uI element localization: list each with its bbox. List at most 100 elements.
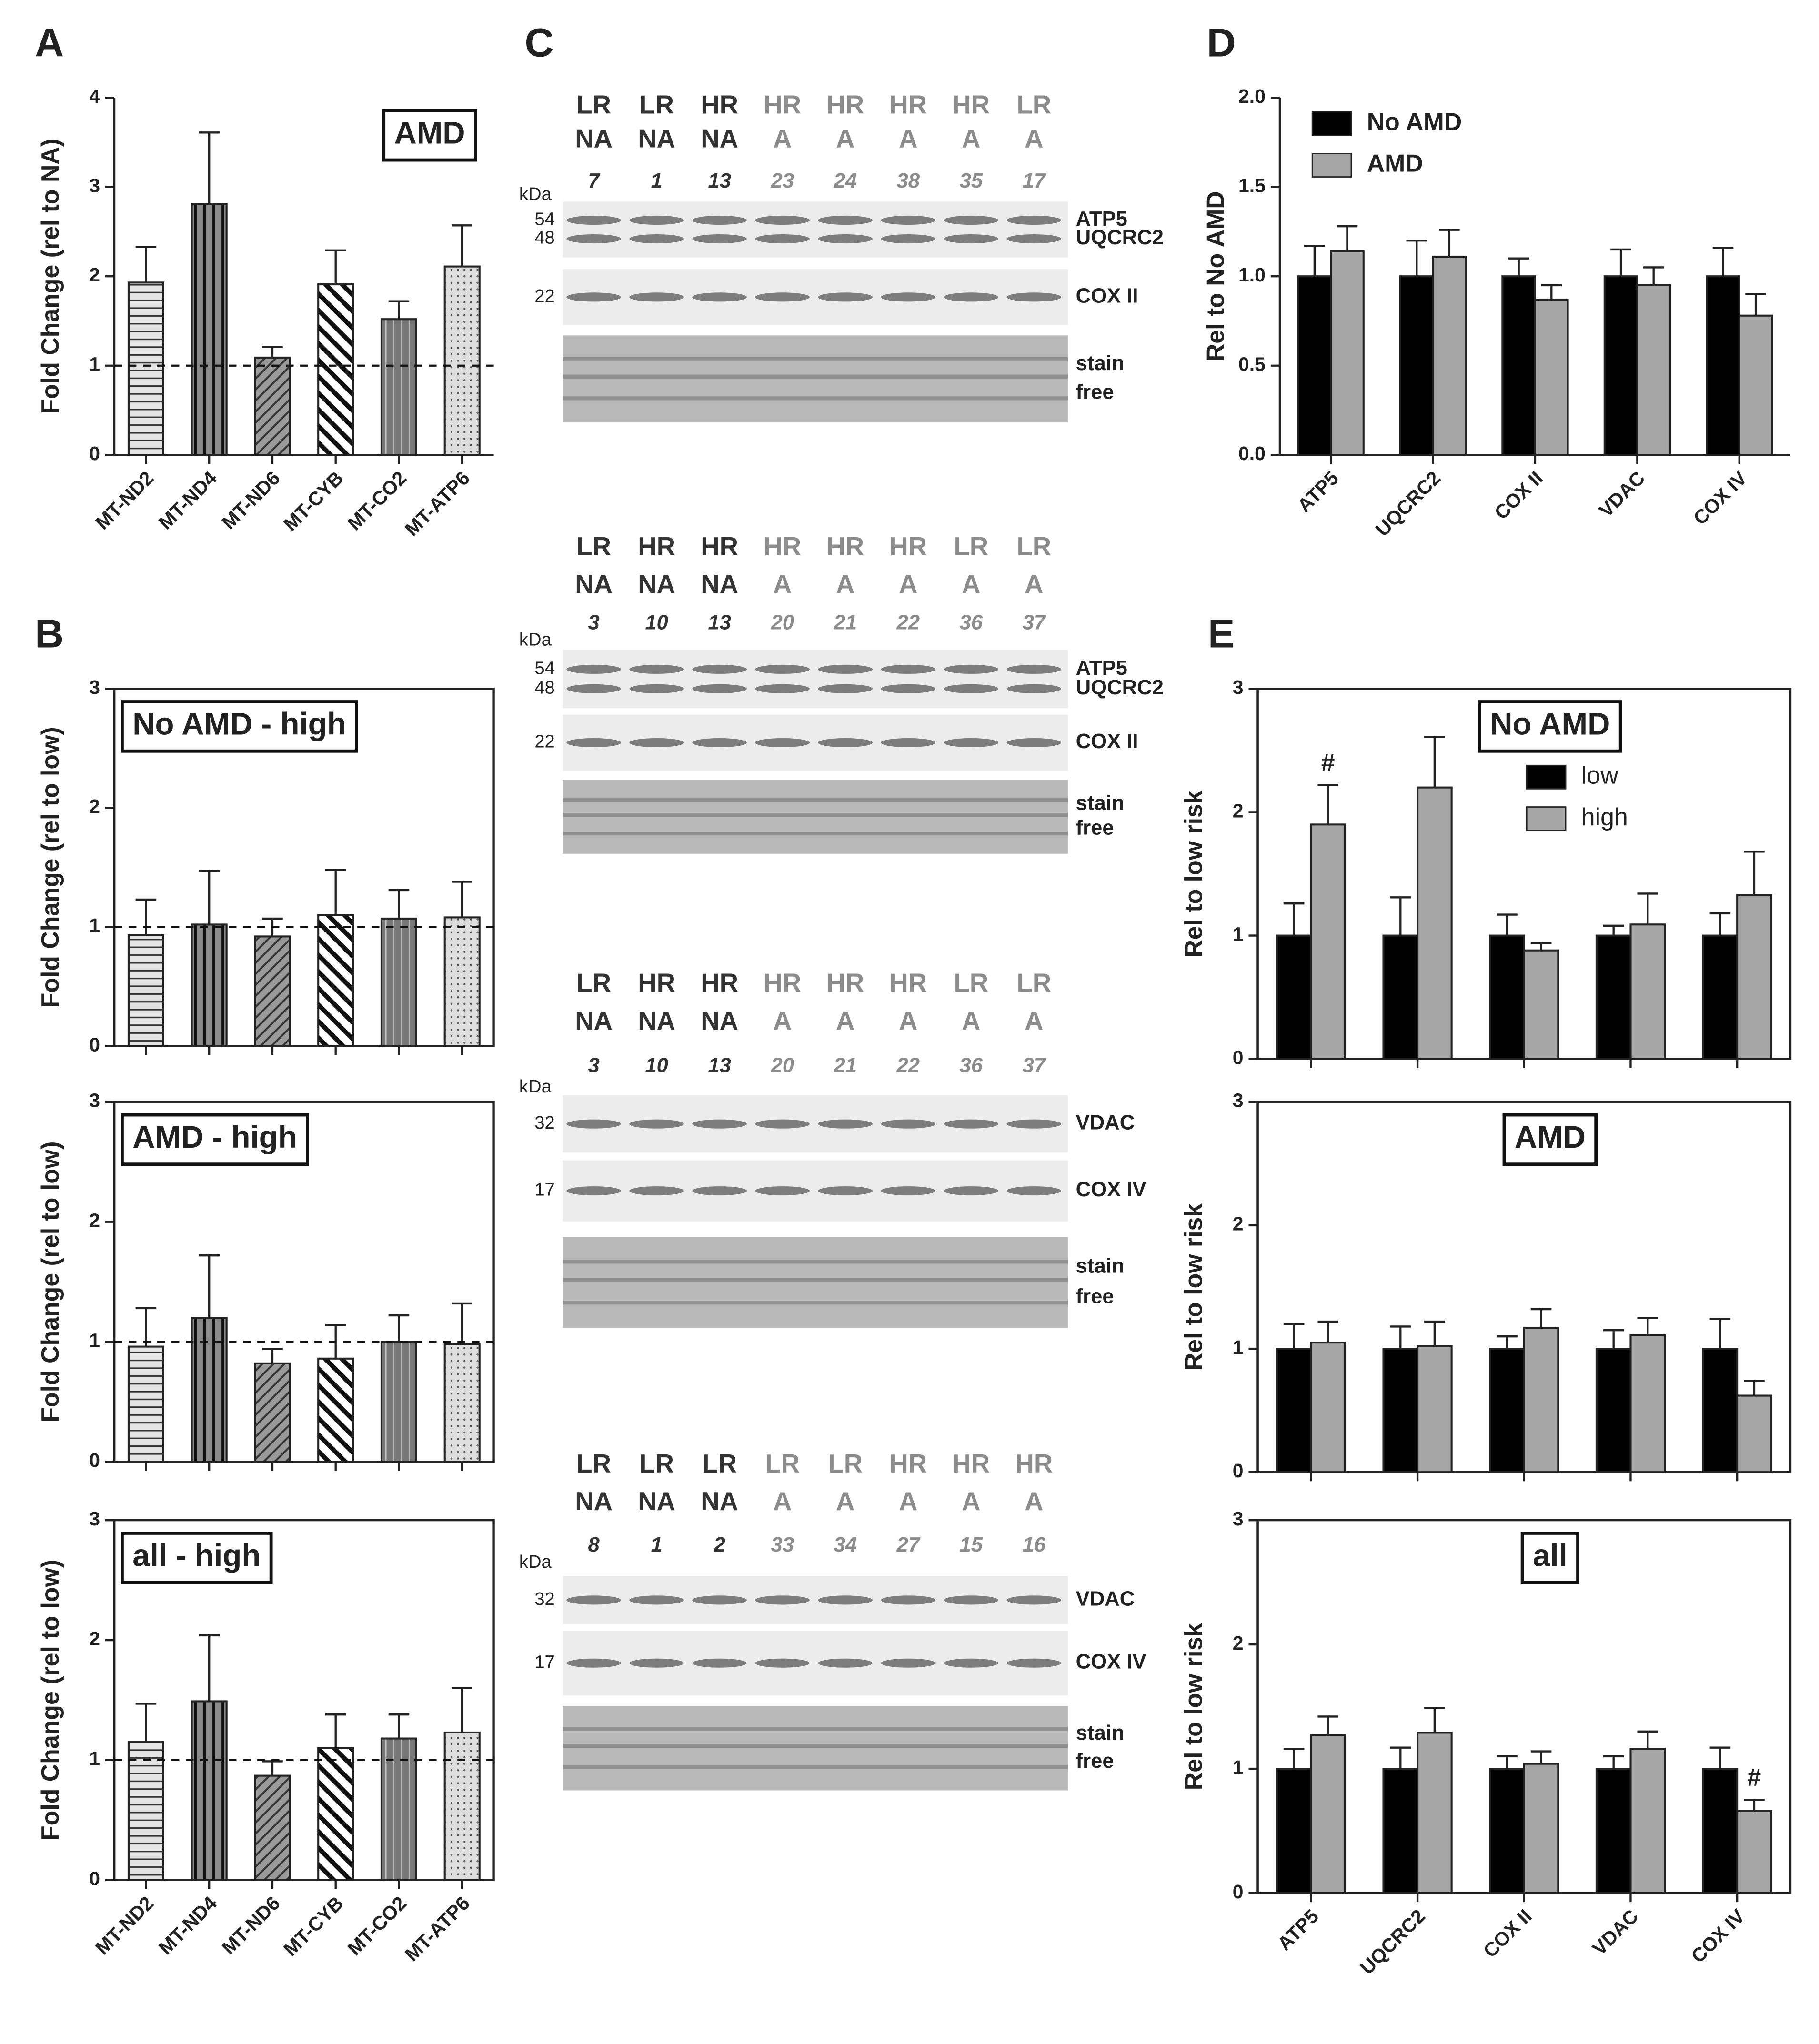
bar bbox=[1595, 934, 1632, 1060]
lane-id: 15 bbox=[960, 1533, 983, 1556]
band bbox=[818, 215, 873, 225]
bar bbox=[1330, 250, 1365, 456]
error-bar bbox=[135, 246, 157, 283]
bar bbox=[254, 1774, 291, 1881]
error-bar bbox=[1283, 1748, 1305, 1769]
x-tick-label: MT-ATP6 bbox=[401, 467, 474, 540]
error-bar bbox=[1744, 1380, 1765, 1396]
x-tick-label: ATP5 bbox=[1273, 1905, 1323, 1954]
lane-status: A bbox=[962, 570, 980, 599]
legend-swatch bbox=[1311, 153, 1352, 178]
error-bar bbox=[1709, 1746, 1731, 1769]
band bbox=[692, 1658, 747, 1668]
bar bbox=[1595, 1768, 1632, 1894]
stain-background bbox=[563, 335, 1068, 423]
lane-id: 7 bbox=[588, 169, 600, 192]
lane-id: 37 bbox=[1023, 1054, 1046, 1077]
error-bar bbox=[388, 1314, 410, 1342]
band bbox=[818, 1595, 873, 1605]
y-axis-label: Fold Change (rel to NA) bbox=[36, 139, 64, 414]
marker-label: 32 bbox=[534, 1589, 554, 1609]
lane-status: NA bbox=[701, 124, 738, 153]
y-tick-label: 0.5 bbox=[1238, 353, 1266, 375]
lane-id: 10 bbox=[645, 611, 668, 634]
title-box bbox=[121, 1113, 309, 1166]
lane-risk: HR bbox=[701, 532, 738, 561]
error-bar bbox=[325, 249, 346, 285]
error-bar bbox=[325, 869, 346, 915]
lane-id: 21 bbox=[833, 1054, 857, 1077]
error-bar bbox=[1424, 1707, 1445, 1733]
error-bar bbox=[1317, 1715, 1339, 1735]
bar bbox=[317, 283, 354, 456]
y-tick-label: 2 bbox=[89, 1628, 100, 1650]
bar bbox=[1595, 1348, 1632, 1473]
lane-status: NA bbox=[701, 1006, 738, 1035]
row-label: ATP5 bbox=[1076, 656, 1127, 680]
error-bar bbox=[1712, 247, 1734, 277]
stain-band bbox=[563, 832, 1068, 836]
y-tick-label: 1 bbox=[1233, 923, 1244, 945]
band bbox=[881, 1595, 936, 1605]
marker-label: 54 bbox=[534, 658, 554, 678]
title-box bbox=[1520, 1532, 1579, 1584]
bar bbox=[254, 1362, 291, 1463]
lane-risk: LR bbox=[702, 1449, 737, 1478]
title-box bbox=[121, 700, 358, 753]
bar bbox=[191, 1317, 228, 1463]
band bbox=[755, 234, 810, 244]
bar bbox=[380, 1341, 418, 1463]
band bbox=[692, 234, 747, 244]
lane-risk: HR bbox=[889, 969, 927, 998]
band bbox=[566, 738, 621, 748]
y-tick-label: 0 bbox=[89, 1449, 100, 1471]
band bbox=[818, 738, 873, 748]
lane-id: 21 bbox=[833, 611, 857, 634]
panel-label: C bbox=[525, 20, 554, 65]
band bbox=[944, 738, 999, 748]
y-axis-label: Rel to low risk bbox=[1179, 790, 1207, 957]
y-tick-label: 2 bbox=[1233, 1213, 1244, 1235]
bar bbox=[317, 1357, 354, 1463]
band bbox=[629, 1658, 684, 1668]
lane-risk: HR bbox=[826, 90, 864, 120]
lane-id: 37 bbox=[1023, 611, 1046, 634]
error-bar bbox=[262, 346, 283, 358]
y-tick-label: 0.0 bbox=[1238, 442, 1266, 464]
error-bar bbox=[1390, 1325, 1411, 1349]
band bbox=[755, 292, 810, 302]
bar bbox=[191, 203, 228, 456]
lane-status: A bbox=[773, 570, 792, 599]
lane-risk: LR bbox=[576, 1449, 611, 1478]
y-tick-label: 2 bbox=[89, 1209, 100, 1231]
lane-risk: HR bbox=[826, 532, 864, 561]
band bbox=[566, 1595, 621, 1605]
error-bar bbox=[452, 881, 473, 918]
band bbox=[566, 1658, 621, 1668]
band bbox=[629, 738, 684, 748]
kda-label: kDa bbox=[519, 629, 552, 650]
lane-risk: LR bbox=[765, 1449, 800, 1478]
bar bbox=[1702, 1768, 1739, 1894]
stain-band bbox=[563, 374, 1068, 379]
band bbox=[755, 684, 810, 693]
row-label: stain bbox=[1076, 792, 1125, 815]
band bbox=[944, 664, 999, 674]
lane-id: 35 bbox=[960, 169, 983, 192]
error-bar bbox=[1390, 1746, 1411, 1769]
row-label: stain bbox=[1076, 1721, 1125, 1744]
band bbox=[692, 1186, 747, 1196]
stain-band bbox=[563, 357, 1068, 361]
title-box bbox=[382, 109, 477, 162]
bar bbox=[1417, 1345, 1453, 1473]
lane-status: A bbox=[1025, 1487, 1043, 1516]
error-bar bbox=[1508, 257, 1529, 277]
error-bar bbox=[388, 1713, 410, 1739]
lane-id: 13 bbox=[708, 1054, 731, 1077]
error-bar bbox=[1497, 1755, 1518, 1769]
panel-label: D bbox=[1207, 20, 1236, 65]
error-bar bbox=[1637, 892, 1658, 925]
y-tick-label: 4 bbox=[89, 85, 100, 107]
error-bar bbox=[1745, 293, 1766, 316]
stain-band bbox=[563, 813, 1068, 817]
